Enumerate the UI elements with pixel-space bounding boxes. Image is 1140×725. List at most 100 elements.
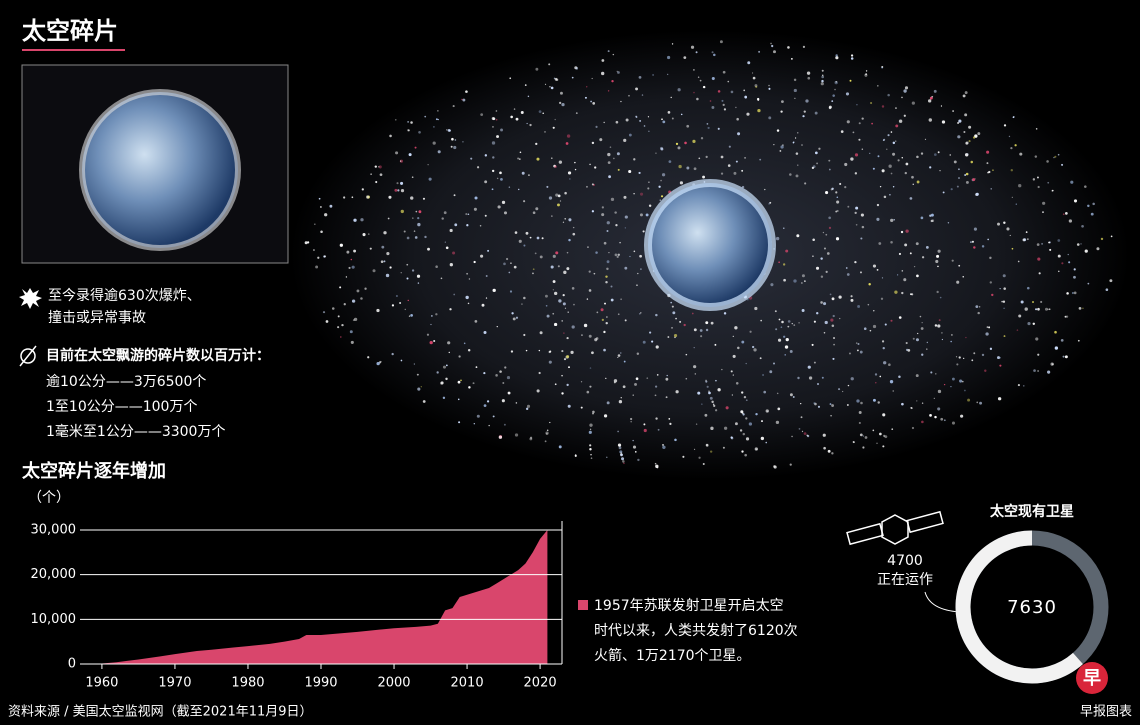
debris-dot — [660, 179, 662, 182]
debris-dot — [1037, 185, 1040, 189]
debris-dot — [706, 385, 709, 388]
debris-dot — [617, 71, 620, 74]
debris-dot — [683, 56, 687, 60]
debris-dot — [846, 120, 850, 124]
debris-dot — [546, 433, 548, 435]
debris-dot — [1047, 308, 1049, 310]
debris-dot — [351, 265, 355, 269]
debris-dot — [806, 71, 811, 75]
debris-dot — [986, 150, 990, 154]
debris-dot — [648, 130, 650, 132]
debris-dot — [850, 157, 854, 161]
debris-dot — [817, 405, 821, 408]
debris-dot — [890, 131, 893, 133]
debris-dot — [623, 195, 627, 199]
debris-dot — [934, 324, 938, 327]
debris-dot — [588, 334, 592, 338]
debris-dot — [952, 110, 954, 112]
debris-dot — [417, 222, 421, 227]
debris-dot — [881, 66, 883, 69]
credit: 早报图表 — [1080, 705, 1132, 720]
debris-dot — [1018, 184, 1022, 188]
debris-dot — [394, 118, 397, 121]
debris-dot — [852, 131, 855, 134]
debris-dot — [850, 54, 854, 57]
debris-dot — [743, 396, 747, 399]
debris-dot — [437, 110, 439, 112]
x-tick-label: 1960 — [85, 676, 118, 691]
debris-dot — [813, 320, 816, 323]
debris-dot — [857, 343, 860, 345]
debris-dot — [699, 79, 702, 82]
debris-dot — [814, 111, 818, 115]
debris-dot — [821, 69, 824, 72]
debris-dot — [835, 237, 840, 241]
debris-dot — [711, 51, 714, 54]
debris-dot — [872, 167, 875, 170]
debris-dot — [931, 95, 934, 98]
debris-dot — [832, 94, 835, 97]
debris-dot — [1017, 260, 1020, 263]
debris-dot — [601, 213, 605, 217]
debris-dot — [606, 456, 608, 458]
debris-dot — [424, 115, 427, 118]
debris-dot — [1014, 144, 1017, 147]
debris-dot — [702, 462, 705, 465]
x-tick-label: 1990 — [304, 676, 337, 691]
debris-dot — [624, 227, 626, 229]
debris-dot — [463, 342, 466, 345]
debris-dot — [821, 79, 824, 83]
debris-dot — [793, 88, 797, 93]
debris-dot — [552, 280, 556, 284]
debris-dot — [787, 320, 791, 323]
debris-dot — [808, 376, 813, 380]
debris-dot — [613, 157, 615, 160]
debris-dot — [693, 328, 697, 332]
debris-dot — [595, 125, 598, 128]
debris-dot — [693, 167, 697, 171]
debris-dot — [1006, 227, 1010, 231]
debris-dot — [566, 267, 570, 271]
debris-dot — [491, 188, 494, 191]
debris-dot — [787, 46, 790, 49]
debris-dot — [558, 299, 562, 303]
debris-dot — [510, 115, 513, 119]
debris-dot — [320, 230, 323, 234]
debris-dot — [776, 392, 779, 395]
debris-dot — [733, 171, 737, 175]
debris-dot — [854, 260, 857, 264]
debris-dot — [563, 358, 567, 361]
debris-dot — [554, 165, 557, 168]
debris-dot — [605, 275, 608, 278]
debris-dot — [588, 289, 592, 292]
debris-dot — [722, 70, 726, 74]
satellite-icon — [846, 510, 944, 546]
debris-dot — [806, 434, 809, 437]
debris-dot — [517, 157, 520, 160]
debris-dot — [734, 326, 738, 330]
debris-dot — [778, 318, 781, 321]
debris-dot — [933, 397, 935, 400]
debris-dot — [804, 182, 807, 185]
debris-dot — [905, 348, 909, 351]
debris-dot — [561, 350, 564, 353]
debris-dot — [915, 374, 919, 378]
debris-dot — [725, 406, 729, 410]
debris-dot — [997, 397, 1002, 401]
debris-dot — [319, 206, 322, 208]
debris-dot — [529, 236, 532, 239]
debris-dot — [792, 142, 795, 144]
debris-dot — [921, 321, 923, 324]
debris-dot — [551, 157, 553, 159]
debris-dot — [698, 157, 701, 160]
debris-dot — [610, 298, 614, 302]
debris-dot — [940, 417, 944, 421]
debris-dot — [420, 386, 422, 388]
debris-dot — [645, 213, 649, 217]
debris-dot — [971, 240, 974, 243]
debris-dot — [937, 249, 941, 253]
debris-dot — [378, 165, 382, 169]
debris-dot — [904, 86, 909, 90]
debris-dot — [865, 73, 867, 75]
debris-dot — [618, 444, 621, 447]
